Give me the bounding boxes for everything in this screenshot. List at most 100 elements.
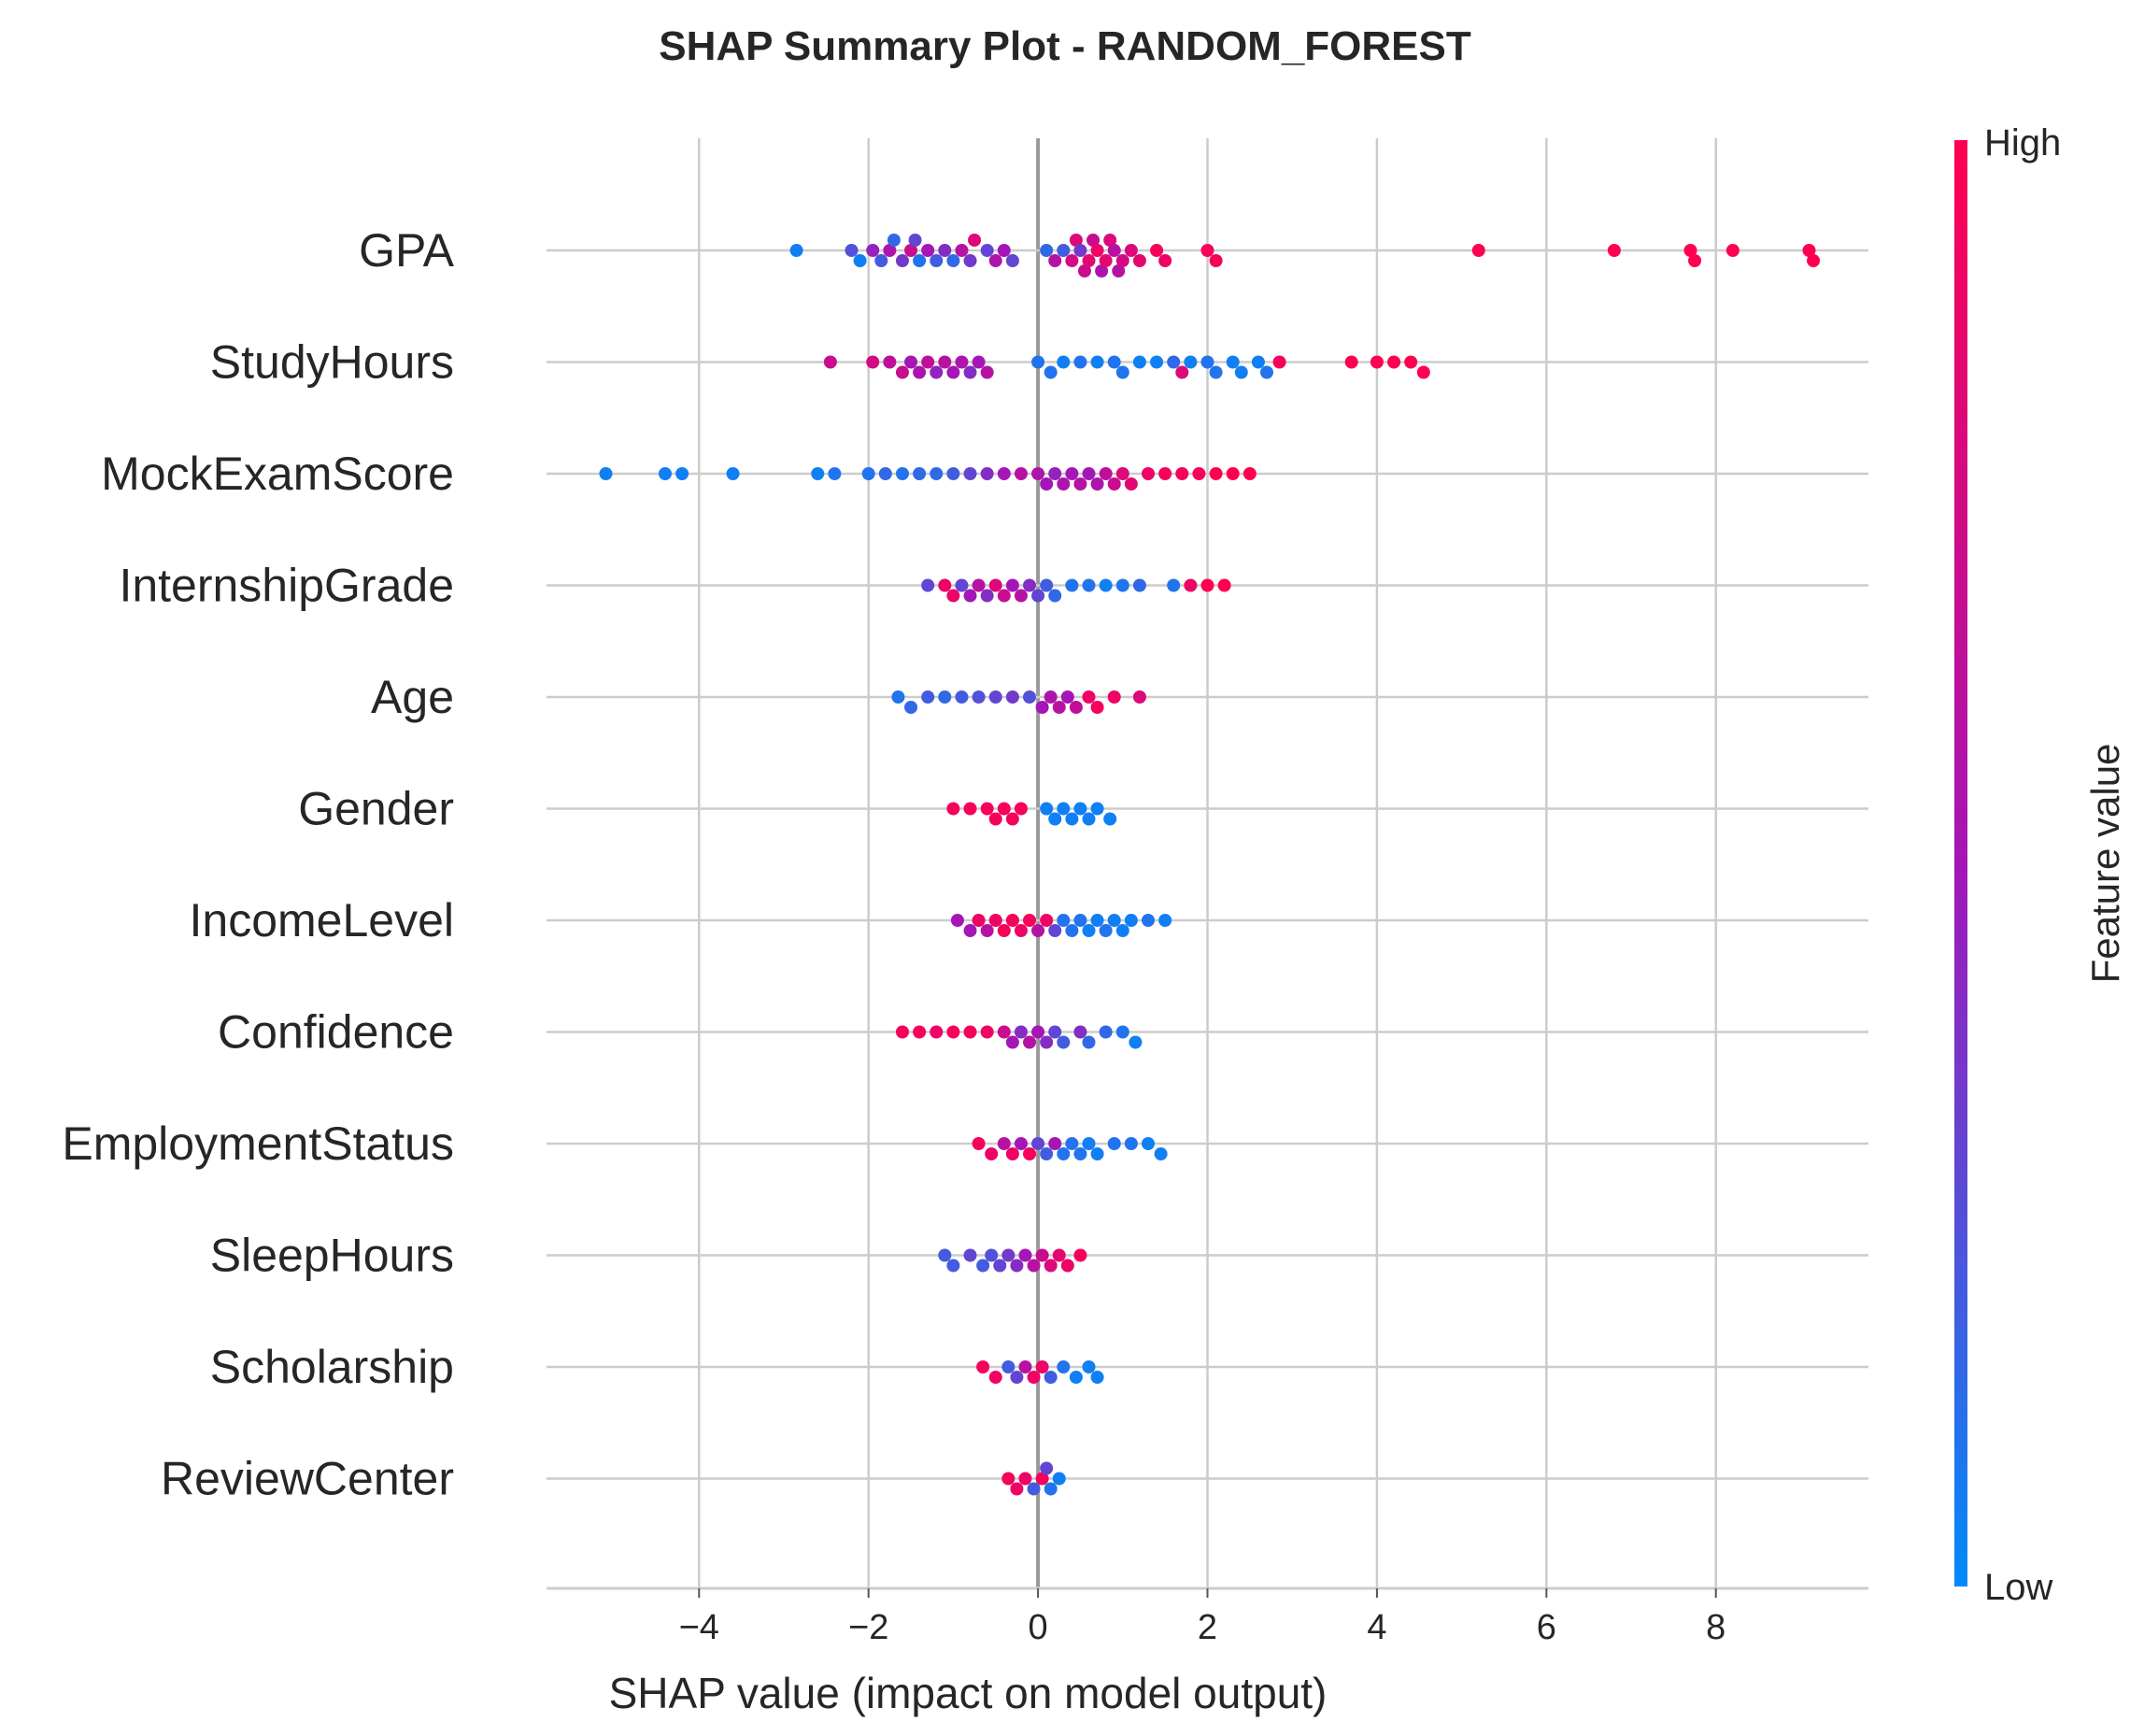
shap-point: [1065, 254, 1079, 267]
shap-point: [895, 365, 909, 379]
shap-point: [1057, 244, 1071, 257]
shap-point: [946, 365, 960, 379]
shap-point: [1107, 914, 1121, 927]
shap-point: [1683, 244, 1697, 257]
shap-point: [895, 254, 909, 267]
shap-point: [874, 254, 888, 267]
shap-point: [938, 690, 952, 704]
shap-point: [963, 1025, 977, 1039]
shap-point: [1005, 1035, 1019, 1049]
shap-point: [1124, 244, 1138, 257]
shap-point: [1052, 1472, 1066, 1486]
shap-point: [1082, 467, 1096, 480]
shap-point: [980, 924, 994, 937]
shap-point: [1132, 578, 1146, 592]
shap-point: [1200, 355, 1214, 369]
shap-point: [1132, 254, 1146, 267]
shap-point: [1154, 1147, 1168, 1160]
shap-point: [1192, 467, 1206, 480]
shap-point: [1060, 1259, 1074, 1273]
shap-point: [1184, 355, 1198, 369]
shap-point: [1184, 578, 1198, 592]
shap-point: [599, 467, 613, 480]
shap-point: [968, 234, 982, 247]
shap-point: [1124, 477, 1138, 491]
shap-point: [1129, 1035, 1143, 1049]
shap-point: [913, 254, 927, 267]
shap-point: [1005, 690, 1019, 704]
shap-point: [997, 589, 1011, 603]
shap-point: [1115, 578, 1129, 592]
shap-point: [930, 254, 944, 267]
colorbar-title: Feature value: [2083, 744, 2127, 984]
shap-point: [1005, 578, 1019, 592]
shap-point: [1807, 254, 1821, 267]
shap-point: [1124, 1137, 1138, 1150]
shap-point: [1404, 355, 1418, 369]
shap-point: [963, 924, 977, 937]
shap-point: [891, 690, 905, 704]
shap-point: [1073, 1147, 1087, 1160]
shap-point: [853, 254, 867, 267]
shap-point: [1107, 244, 1121, 257]
x-tick-label: 0: [1029, 1608, 1048, 1647]
shap-point: [963, 365, 977, 379]
shap-point: [1048, 1025, 1062, 1039]
shap-point: [866, 244, 880, 257]
feature-label: SleepHours: [210, 1230, 454, 1282]
shap-point: [997, 467, 1011, 480]
shap-point: [1150, 355, 1164, 369]
shap-point: [985, 1147, 999, 1160]
shap-point: [1073, 1025, 1087, 1039]
shap-point: [1107, 1137, 1121, 1150]
x-tick-label: 2: [1198, 1608, 1217, 1647]
shap-point: [1175, 467, 1189, 480]
shap-point: [1031, 467, 1045, 480]
shap-point: [1115, 924, 1129, 937]
shap-point: [1115, 1025, 1129, 1039]
colorbar: High Low Feature value: [1954, 122, 2127, 1608]
shap-point: [1802, 244, 1816, 257]
shap-point: [1057, 355, 1071, 369]
shap-point: [904, 355, 918, 369]
shap-point: [1175, 365, 1189, 379]
shap-point: [1073, 477, 1087, 491]
shap-point: [980, 467, 994, 480]
shap-point: [1234, 365, 1248, 379]
feature-rows: GPA StudyHours MockExamScore InternshipGrad…: [62, 224, 1868, 1505]
shap-point: [963, 802, 977, 816]
shap-point: [938, 578, 952, 592]
shap-point: [1090, 1147, 1104, 1160]
shap-point: [946, 254, 960, 267]
shap-point: [1031, 1025, 1045, 1039]
shap-point: [1031, 924, 1045, 937]
shap-point: [789, 244, 803, 257]
shap-point: [1090, 477, 1104, 491]
shap-point: [1044, 1259, 1058, 1273]
shap-point: [1115, 254, 1129, 267]
shap-point: [1060, 690, 1074, 704]
shap-point: [980, 365, 994, 379]
shap-point: [1099, 924, 1113, 937]
shap-point: [980, 802, 994, 816]
shap-point: [1018, 1360, 1032, 1373]
shap-point: [908, 234, 922, 247]
chart-title: SHAP Summary Plot - RANDOM_FOREST: [659, 23, 1471, 69]
feature-label: Scholarship: [210, 1341, 454, 1393]
shap-point: [1069, 701, 1083, 714]
shap-point: [1090, 701, 1104, 714]
shap-point: [726, 467, 740, 480]
shap-point: [1040, 244, 1054, 257]
shap-point: [1370, 355, 1384, 369]
shap-point: [1040, 914, 1054, 927]
shap-point: [1082, 1360, 1096, 1373]
shap-point: [883, 244, 897, 257]
shap-point: [1065, 578, 1079, 592]
shap-point: [1031, 355, 1045, 369]
shap-point: [930, 365, 944, 379]
shap-point: [1005, 914, 1019, 927]
shap-point: [1167, 355, 1181, 369]
shap-point: [845, 244, 859, 257]
shap-point: [1057, 477, 1071, 491]
